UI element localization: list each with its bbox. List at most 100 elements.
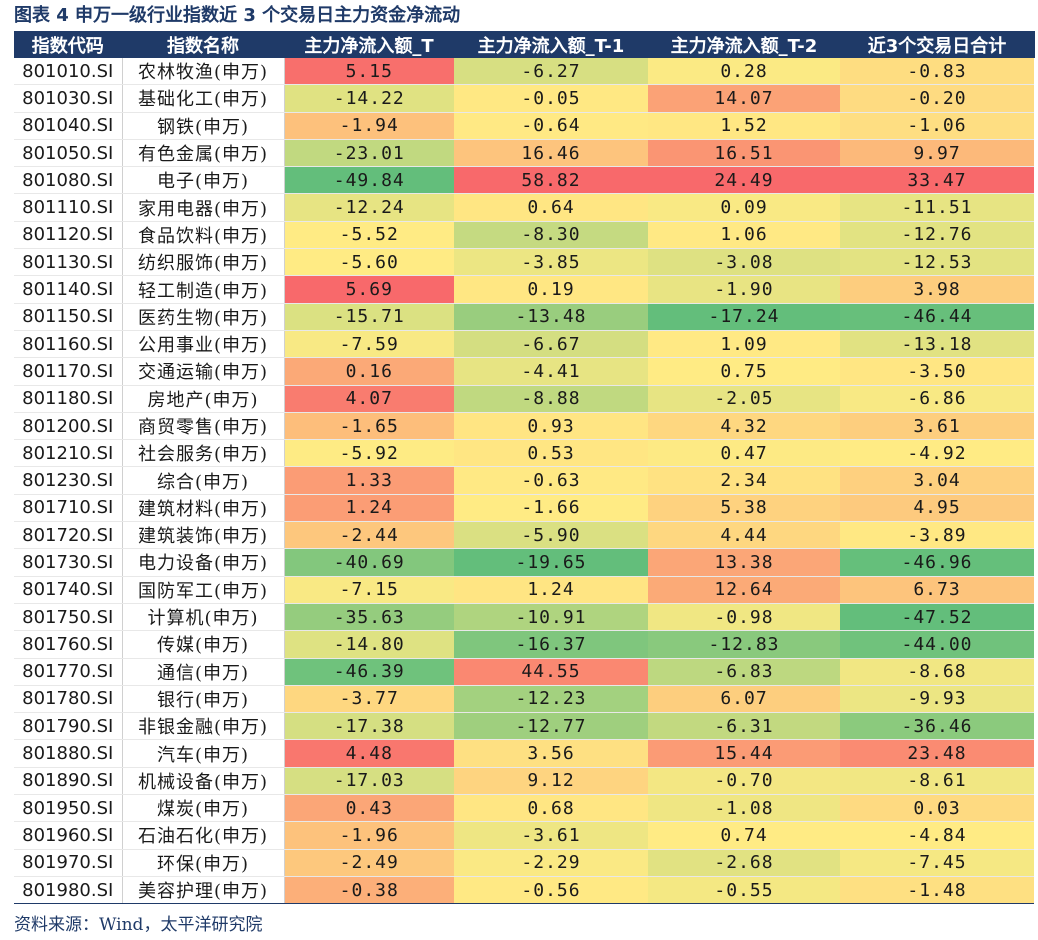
cell-total-3d: -12.76 xyxy=(840,221,1034,250)
cell-inflow-t: -1.96 xyxy=(284,821,454,850)
cell-index-name: 食品饮料(申万) xyxy=(122,221,285,250)
header-inflow-t: 主力净流入额_T xyxy=(284,31,455,58)
cell-inflow-t: -7.15 xyxy=(284,576,454,604)
cell-inflow-t2: -12.83 xyxy=(648,630,840,659)
cell-inflow-t1: 0.68 xyxy=(454,794,648,823)
cell-total-3d: -44.00 xyxy=(840,630,1034,659)
cell-inflow-t: -40.69 xyxy=(284,548,454,577)
cell-total-3d: -46.44 xyxy=(840,303,1034,331)
cell-total-3d: 6.73 xyxy=(840,576,1034,604)
cell-inflow-t1: -6.67 xyxy=(454,330,648,359)
cell-inflow-t2: -0.98 xyxy=(648,603,840,632)
cell-total-3d: -13.18 xyxy=(840,330,1034,359)
cell-index-name: 建筑装饰(申万) xyxy=(122,521,285,550)
cell-inflow-t: 5.15 xyxy=(284,58,454,86)
cell-index-code: 801130.SI xyxy=(14,248,123,277)
cell-total-3d: -7.45 xyxy=(840,849,1034,877)
cell-inflow-t: 5.69 xyxy=(284,275,454,304)
cell-inflow-t2: 5.38 xyxy=(648,494,840,523)
cell-index-name: 基础化工(申万) xyxy=(122,84,285,113)
cell-inflow-t1: -12.77 xyxy=(454,712,648,741)
cell-inflow-t2: 0.74 xyxy=(648,821,840,850)
cell-inflow-t: -0.38 xyxy=(284,876,454,905)
cell-index-code: 801760.SI xyxy=(14,630,123,659)
cell-index-name: 通信(申万) xyxy=(122,658,285,686)
cell-inflow-t2: -17.24 xyxy=(648,303,840,331)
cell-total-3d: -4.84 xyxy=(840,821,1034,850)
cell-index-code: 801710.SI xyxy=(14,494,123,523)
cell-inflow-t2: 13.38 xyxy=(648,548,840,577)
table-row: 801210.SI 社会服务(申万) -5.92 0.53 0.47 -4.92 xyxy=(14,439,1034,468)
cell-total-3d: -46.96 xyxy=(840,548,1034,577)
cell-index-code: 801030.SI xyxy=(14,84,123,113)
cell-inflow-t: -3.77 xyxy=(284,685,454,714)
cell-index-name: 纺织服饰(申万) xyxy=(122,248,285,277)
cell-index-code: 801050.SI xyxy=(14,139,123,168)
cell-inflow-t2: 1.52 xyxy=(648,112,840,140)
table-row: 801030.SI 基础化工(申万) -14.22 -0.05 14.07 -0.20 xyxy=(14,84,1034,113)
cell-index-code: 801980.SI xyxy=(14,876,123,905)
cell-inflow-t1: -3.85 xyxy=(454,248,648,277)
cell-inflow-t2: 6.07 xyxy=(648,685,840,714)
cell-index-code: 801970.SI xyxy=(14,849,123,877)
cell-inflow-t1: -12.23 xyxy=(454,685,648,714)
cell-index-code: 801880.SI xyxy=(14,739,123,768)
cell-index-name: 电子(申万) xyxy=(122,166,285,195)
cell-index-name: 电力设备(申万) xyxy=(122,548,285,577)
cell-inflow-t1: 58.82 xyxy=(454,166,648,195)
cell-total-3d: 3.61 xyxy=(840,412,1034,441)
cell-total-3d: 33.47 xyxy=(840,166,1034,195)
cell-index-name: 石油石化(申万) xyxy=(122,821,285,850)
table-row: 801780.SI 银行(申万) -3.77 -12.23 6.07 -9.93 xyxy=(14,685,1034,714)
cell-total-3d: 3.04 xyxy=(840,466,1034,495)
figure-title: 图表 4 申万一级行业指数近 3 个交易日主力资金净流动 xyxy=(14,5,461,26)
cell-inflow-t2: 4.32 xyxy=(648,412,840,441)
cell-index-name: 国防军工(申万) xyxy=(122,576,285,604)
cell-inflow-t2: 0.28 xyxy=(648,58,840,86)
cell-inflow-t: -14.22 xyxy=(284,84,454,113)
table-row: 801790.SI 非银金融(申万) -17.38 -12.77 -6.31 -36.46 xyxy=(14,712,1034,741)
cell-total-3d: -3.89 xyxy=(840,521,1034,550)
table-row: 801720.SI 建筑装饰(申万) -2.44 -5.90 4.44 -3.89 xyxy=(14,521,1034,550)
cell-total-3d: -0.20 xyxy=(840,84,1034,113)
cell-total-3d: -1.06 xyxy=(840,112,1034,140)
table-row: 801970.SI 环保(申万) -2.49 -2.29 -2.68 -7.45 xyxy=(14,849,1034,877)
cell-inflow-t1: 9.12 xyxy=(454,767,648,796)
table-row: 801230.SI 综合(申万) 1.33 -0.63 2.34 3.04 xyxy=(14,466,1034,495)
cell-index-name: 汽车(申万) xyxy=(122,739,285,768)
cell-inflow-t1: -19.65 xyxy=(454,548,648,577)
header-index-code: 指数代码 xyxy=(14,31,123,58)
cell-inflow-t: -5.52 xyxy=(284,221,454,250)
cell-total-3d: -11.51 xyxy=(840,193,1034,222)
cell-inflow-t2: 16.51 xyxy=(648,139,840,168)
cell-inflow-t1: 3.56 xyxy=(454,739,648,768)
cell-inflow-t2: -2.05 xyxy=(648,385,840,413)
cell-inflow-t: -35.63 xyxy=(284,603,454,632)
cell-index-code: 801780.SI xyxy=(14,685,123,714)
cell-total-3d: -3.50 xyxy=(840,357,1034,386)
table-row: 801160.SI 公用事业(申万) -7.59 -6.67 1.09 -13.18 xyxy=(14,330,1034,359)
cell-inflow-t2: 24.49 xyxy=(648,166,840,195)
cell-index-code: 801080.SI xyxy=(14,166,123,195)
cell-inflow-t1: -8.88 xyxy=(454,385,648,413)
cell-inflow-t2: 1.09 xyxy=(648,330,840,359)
cell-inflow-t2: 0.09 xyxy=(648,193,840,222)
cell-inflow-t1: 0.93 xyxy=(454,412,648,441)
cell-inflow-t2: 12.64 xyxy=(648,576,840,604)
table-row: 801110.SI 家用电器(申万) -12.24 0.64 0.09 -11.51 xyxy=(14,193,1034,222)
table-row: 801050.SI 有色金属(申万) -23.01 16.46 16.51 9.97 xyxy=(14,139,1034,168)
cell-index-code: 801740.SI xyxy=(14,576,123,604)
cell-total-3d: -6.86 xyxy=(840,385,1034,413)
cell-total-3d: -36.46 xyxy=(840,712,1034,741)
cell-inflow-t2: -6.83 xyxy=(648,658,840,686)
cell-inflow-t2: -0.55 xyxy=(648,876,840,905)
cell-total-3d: 4.95 xyxy=(840,494,1034,523)
table-row: 801170.SI 交通运输(申万) 0.16 -4.41 0.75 -3.50 xyxy=(14,357,1034,386)
cell-inflow-t: 4.07 xyxy=(284,385,454,413)
cell-inflow-t: 4.48 xyxy=(284,739,454,768)
cell-index-code: 801230.SI xyxy=(14,466,123,495)
cell-inflow-t1: -2.29 xyxy=(454,849,648,877)
cell-inflow-t1: -5.90 xyxy=(454,521,648,550)
cell-inflow-t1: 16.46 xyxy=(454,139,648,168)
cell-inflow-t: 1.33 xyxy=(284,466,454,495)
